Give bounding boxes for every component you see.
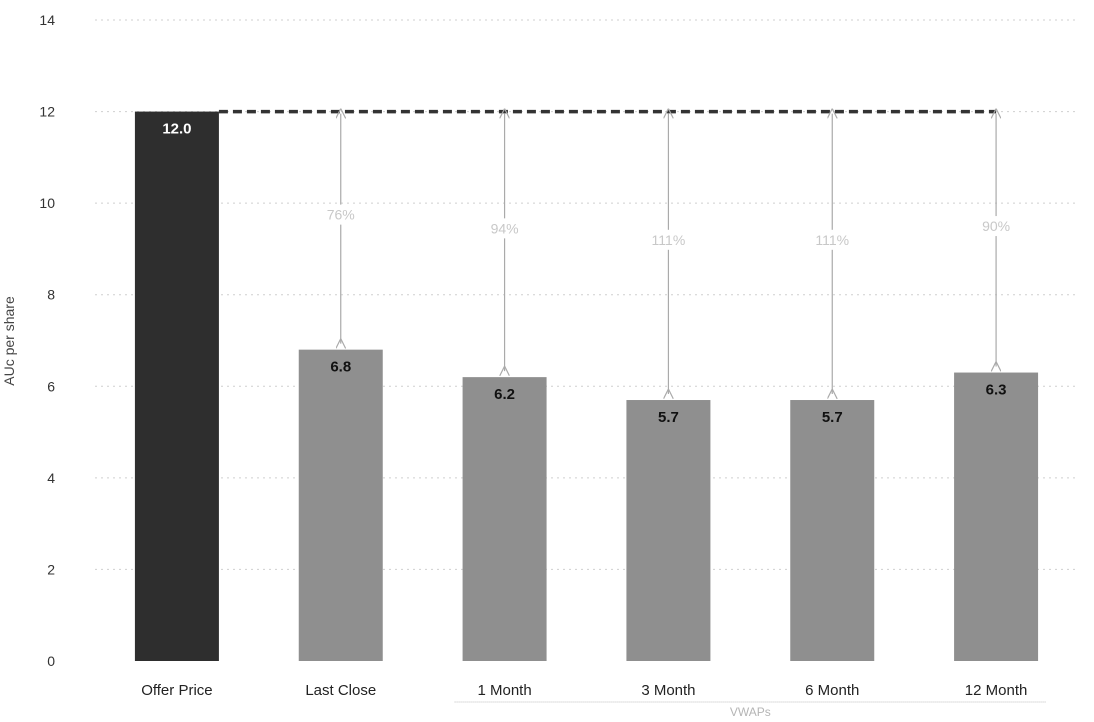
- data-label-3-month: 5.7: [658, 409, 679, 426]
- category-label-1-month: 1 Month: [477, 682, 531, 699]
- category-label-3-month: 3 Month: [641, 682, 695, 699]
- y-axis-label: AUc per share: [1, 296, 17, 386]
- vwap-group: VWAPs: [454, 701, 1047, 719]
- x-axis-categories: Offer Price Last Close 1 Month 3 Month 6 Mon…: [141, 682, 1027, 699]
- data-label-offer-price: 12.0: [162, 121, 191, 138]
- data-label-12-month: 6.3: [986, 382, 1007, 399]
- bar-offer-price: [134, 111, 219, 662]
- premium-label-1-month: 94%: [491, 220, 519, 236]
- y-tick-4: 4: [47, 470, 55, 486]
- premium-arrows: 76% 94% 111% 111% 90%: [316, 114, 1021, 394]
- y-tick-10: 10: [39, 195, 55, 211]
- vwap-group-label: VWAPs: [730, 705, 771, 719]
- bar-12-month: [954, 372, 1039, 661]
- category-label-last-close: Last Close: [305, 682, 376, 699]
- y-tick-14: 14: [39, 12, 55, 28]
- premium-label-bg-3-month: [644, 229, 693, 250]
- bars: 12.0 6.8 6.2 5.7 5.7 6.3: [134, 111, 1039, 662]
- y-tick-12: 12: [39, 104, 55, 120]
- bar-last-close: [298, 349, 383, 661]
- premium-label-last-close: 76%: [327, 207, 355, 223]
- category-label-12-month: 12 Month: [965, 682, 1028, 699]
- bar-3-month: [626, 400, 711, 661]
- grid-lines: [95, 19, 1078, 570]
- premium-label-bg-6-month: [808, 229, 857, 250]
- premium-label-3-month: 111%: [652, 232, 686, 248]
- data-label-last-close: 6.8: [330, 359, 351, 376]
- premium-label-bg-1-month: [480, 218, 529, 239]
- bar-6-month: [790, 400, 875, 661]
- y-tick-6: 6: [47, 378, 55, 394]
- data-label-1-month: 6.2: [494, 386, 515, 403]
- category-label-offer-price: Offer Price: [141, 682, 212, 699]
- y-axis-ticks: 0 2 4 6 8 10 12 14: [39, 12, 55, 669]
- bar-1-month: [462, 377, 547, 661]
- premium-label-bg-12-month: [972, 216, 1021, 237]
- y-tick-2: 2: [47, 561, 55, 577]
- y-tick-0: 0: [47, 653, 55, 669]
- data-label-6-month: 5.7: [822, 409, 843, 426]
- premium-label-12-month: 90%: [982, 218, 1010, 234]
- premium-label-bg-last-close: [316, 204, 365, 225]
- y-tick-8: 8: [47, 287, 55, 303]
- premium-label-6-month: 111%: [815, 232, 849, 248]
- category-label-6-month: 6 Month: [805, 682, 859, 699]
